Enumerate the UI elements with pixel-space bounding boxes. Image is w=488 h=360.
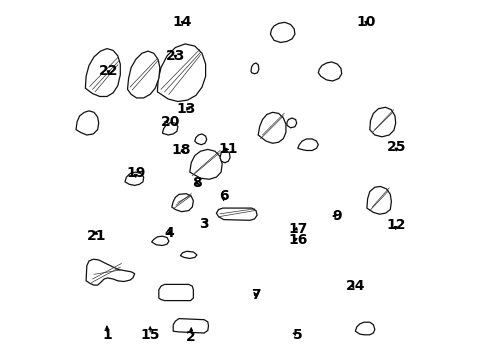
Polygon shape (85, 49, 120, 96)
Text: 22: 22 (99, 64, 118, 78)
Text: 4: 4 (164, 226, 174, 240)
Text: 18: 18 (171, 144, 191, 157)
Text: 14: 14 (172, 15, 192, 29)
Polygon shape (171, 194, 193, 212)
Text: 1: 1 (102, 328, 112, 342)
Text: 7: 7 (251, 288, 260, 302)
Text: 3: 3 (199, 217, 208, 231)
Polygon shape (125, 172, 143, 185)
Polygon shape (162, 122, 178, 135)
Text: 16: 16 (287, 234, 307, 247)
Polygon shape (86, 259, 134, 285)
Text: 5: 5 (292, 328, 302, 342)
Polygon shape (366, 186, 390, 214)
Text: 20: 20 (161, 115, 180, 129)
Polygon shape (216, 208, 257, 220)
Text: 24: 24 (345, 279, 365, 293)
Text: 10: 10 (356, 15, 375, 29)
Polygon shape (159, 284, 193, 301)
Text: 21: 21 (86, 229, 106, 243)
Text: 15: 15 (140, 328, 160, 342)
Text: 11: 11 (218, 143, 238, 156)
Polygon shape (286, 118, 296, 128)
Text: 6: 6 (218, 189, 228, 203)
Text: 12: 12 (385, 218, 405, 232)
Polygon shape (76, 111, 99, 135)
Polygon shape (173, 319, 208, 333)
Polygon shape (369, 107, 395, 137)
Text: 13: 13 (176, 102, 196, 116)
Polygon shape (318, 62, 341, 81)
Text: 9: 9 (332, 209, 342, 223)
Polygon shape (250, 63, 258, 74)
Text: 23: 23 (165, 49, 184, 63)
Polygon shape (151, 236, 168, 246)
Polygon shape (297, 139, 318, 150)
Text: 17: 17 (287, 222, 307, 235)
Text: 19: 19 (126, 166, 145, 180)
Text: 2: 2 (186, 330, 196, 343)
Polygon shape (180, 251, 197, 258)
Polygon shape (189, 149, 222, 179)
Polygon shape (258, 112, 285, 143)
Polygon shape (220, 150, 230, 163)
Text: 25: 25 (386, 140, 406, 154)
Text: 8: 8 (192, 176, 202, 190)
Polygon shape (127, 51, 160, 98)
Polygon shape (194, 134, 206, 145)
Polygon shape (355, 322, 374, 335)
Polygon shape (157, 44, 205, 102)
Polygon shape (270, 22, 294, 42)
